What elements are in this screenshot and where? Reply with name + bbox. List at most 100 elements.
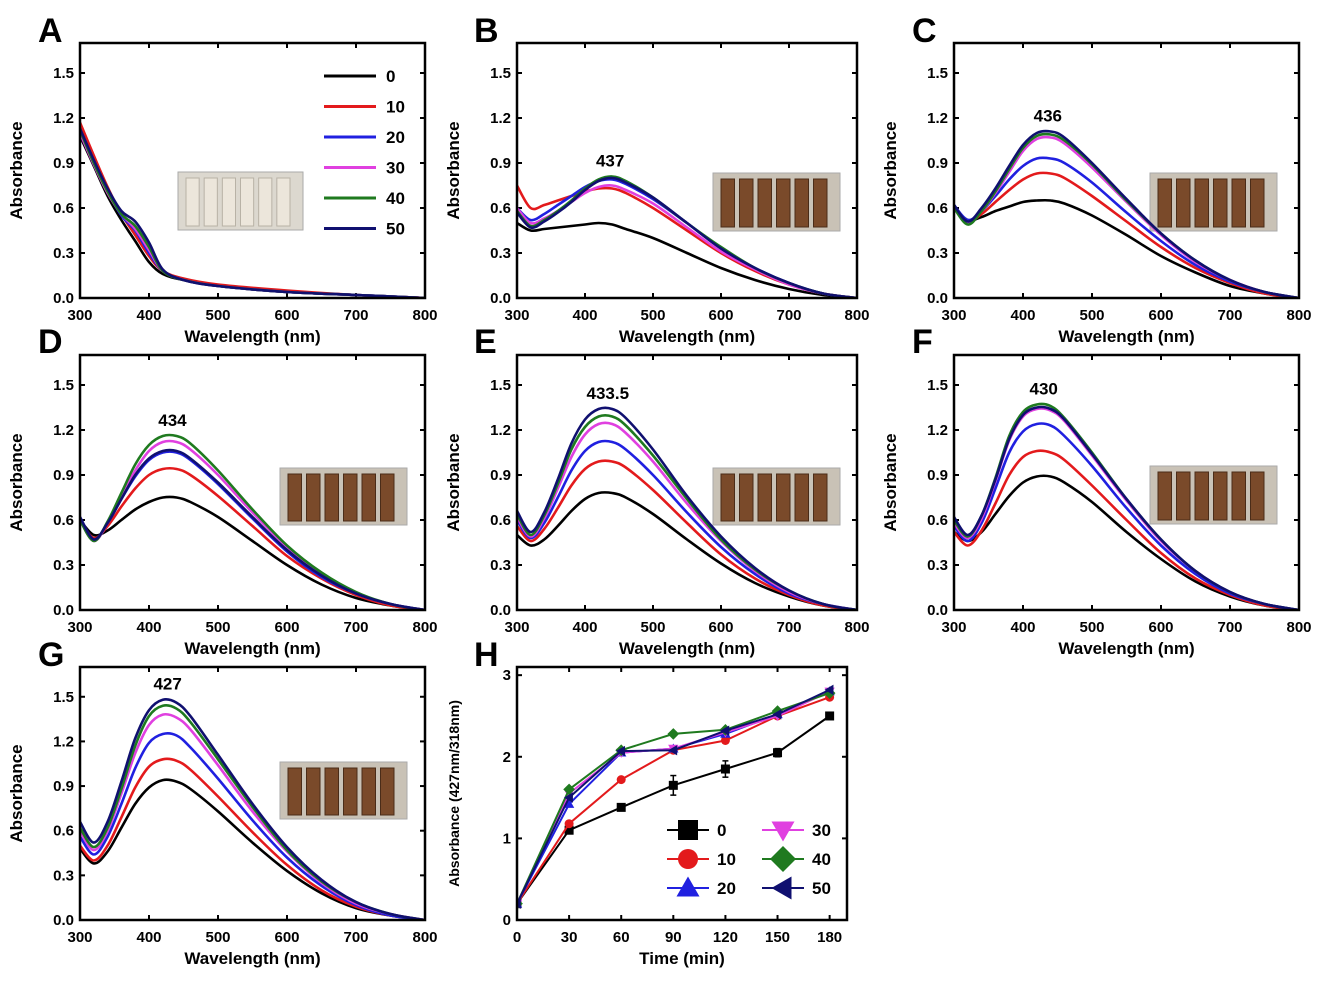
data-point-0 xyxy=(773,748,783,758)
series-group xyxy=(954,129,1299,298)
peak-wavelength-label: 433.5 xyxy=(587,384,630,403)
data-point-10 xyxy=(564,819,574,829)
vial xyxy=(258,177,273,227)
y-tick-label: 1.2 xyxy=(53,733,74,750)
series-line-50 xyxy=(517,406,857,610)
x-tick-label: 500 xyxy=(640,619,665,636)
x-axis-label: Wavelength (nm) xyxy=(184,327,320,346)
panel-b: B 300 400 500 600 700 800 0.0 0.3 0.6 0.9 1.2 1.5 Wav… xyxy=(444,12,870,346)
x-axis-label: Wavelength (nm) xyxy=(1058,639,1194,658)
y-tick-label: 0.6 xyxy=(490,512,511,529)
y-tick-label: 1.5 xyxy=(490,65,511,82)
x-tick-label: 300 xyxy=(941,619,966,636)
vial xyxy=(739,473,754,522)
data-point-0 xyxy=(616,802,626,812)
x-tick-label: 180 xyxy=(817,929,842,946)
x-tick-label: 800 xyxy=(412,929,437,946)
y-tick-label: 0.9 xyxy=(53,778,74,795)
y-tick-label: 0.6 xyxy=(490,200,511,217)
x-tick-label: 120 xyxy=(713,929,738,946)
x-tick-label: 600 xyxy=(274,307,299,324)
x-axis-label: Time (min) xyxy=(639,949,725,968)
panel-label: E xyxy=(474,323,497,361)
y-tick-label: 0.6 xyxy=(53,512,74,529)
y-axis-label: Absorbance xyxy=(444,121,463,219)
series-line-50 xyxy=(80,697,425,920)
x-tick-label: 700 xyxy=(776,307,801,324)
x-tick-label: 90 xyxy=(665,929,682,946)
x-tick-label: 400 xyxy=(136,307,161,324)
y-tick-label: 1.2 xyxy=(927,422,948,439)
vial xyxy=(276,177,291,227)
vial xyxy=(1213,178,1228,228)
data-point-50 xyxy=(772,709,782,720)
y-tick-label: 0.0 xyxy=(53,912,74,929)
data-point-0 xyxy=(668,780,678,790)
series-line-0 xyxy=(954,198,1299,298)
panel-label: D xyxy=(38,323,63,361)
x-tick-label: 800 xyxy=(844,307,869,324)
x-tick-label: 300 xyxy=(941,307,966,324)
legend: 0 10 20 30 40 50 xyxy=(324,67,405,239)
y-tick-label: 0.3 xyxy=(927,557,948,574)
y-axis-label: Absorbance xyxy=(7,121,26,219)
x-tick-label: 400 xyxy=(1010,619,1035,636)
plot-frame xyxy=(78,353,427,612)
vial xyxy=(221,177,236,227)
vial xyxy=(776,178,791,228)
x-tick-label: 800 xyxy=(1286,619,1311,636)
peak-wavelength-label: 437 xyxy=(596,152,624,171)
legend-marker-50 xyxy=(771,876,792,900)
vial xyxy=(1194,178,1209,228)
legend-label: 10 xyxy=(717,850,736,869)
series-group xyxy=(954,402,1299,610)
y-tick-label: 0.0 xyxy=(53,602,74,619)
series-line-0 xyxy=(517,221,857,298)
x-tick-label: 600 xyxy=(274,619,299,636)
x-axis-label: Wavelength (nm) xyxy=(1058,327,1194,346)
x-tick-label: 60 xyxy=(613,929,630,946)
series-group xyxy=(80,121,425,298)
panel-h: H 0 30 60 90 120 150 180 0 1 2 3 Time (min) Absorbanc… xyxy=(446,636,849,968)
vial xyxy=(324,767,339,816)
series-line-50 xyxy=(80,448,425,610)
y-tick-label: 1.2 xyxy=(53,110,74,127)
panel-label: C xyxy=(912,12,937,50)
data-point-50 xyxy=(720,725,730,736)
data-point-50 xyxy=(668,745,678,756)
legend-label: 50 xyxy=(386,220,405,239)
legend-marker-30 xyxy=(771,821,795,842)
data-point-0 xyxy=(825,711,835,721)
series-line-30 xyxy=(517,690,831,905)
legend-label: 40 xyxy=(812,850,831,869)
legend-marker-20 xyxy=(676,876,700,897)
panel-label: H xyxy=(474,636,499,674)
x-tick-label: 800 xyxy=(844,619,869,636)
x-tick-label: 800 xyxy=(412,307,437,324)
plot-frame xyxy=(515,665,849,922)
data-point-50 xyxy=(616,745,626,757)
x-axis-label: Wavelength (nm) xyxy=(619,327,755,346)
vial xyxy=(1176,471,1191,521)
y-axis-label: Absorbance xyxy=(881,433,900,531)
y-tick-label: 0.9 xyxy=(53,155,74,172)
vial xyxy=(361,767,376,816)
y-tick-label: 0.3 xyxy=(927,245,948,262)
series-line-20 xyxy=(954,422,1299,610)
x-tick-label: 150 xyxy=(765,929,790,946)
series-line-20 xyxy=(80,731,425,920)
series-group xyxy=(517,406,857,610)
x-tick-label: 500 xyxy=(205,307,230,324)
vial xyxy=(794,178,809,228)
vial xyxy=(739,178,754,228)
x-tick-label: 500 xyxy=(1079,619,1104,636)
series-line-0 xyxy=(80,495,425,610)
series-line-50 xyxy=(80,127,425,298)
vial xyxy=(380,767,395,816)
x-tick-label: 700 xyxy=(343,929,368,946)
vial xyxy=(1231,471,1246,521)
y-tick-label: 0.6 xyxy=(927,512,948,529)
plot-frame xyxy=(952,41,1301,300)
x-tick-label: 400 xyxy=(136,619,161,636)
vial xyxy=(1250,178,1265,228)
